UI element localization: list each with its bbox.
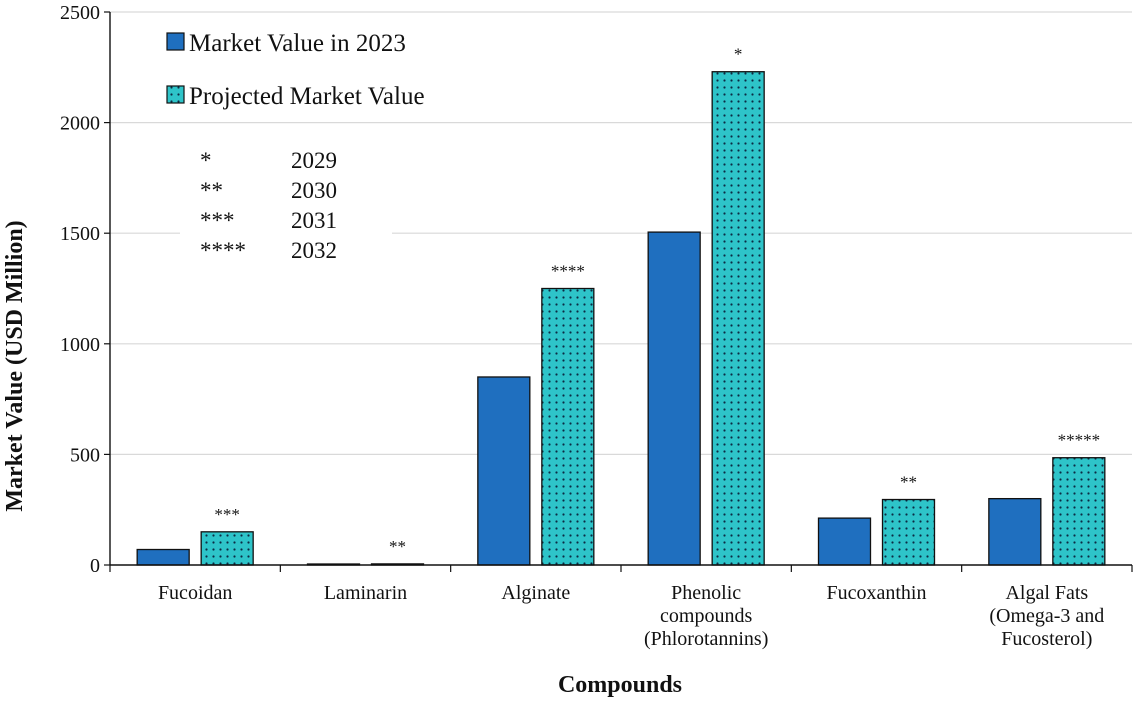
y-tick-label: 2000 [60,113,100,135]
bar-annotation: * [734,45,743,64]
bar-annotation: ***** [1058,431,1101,450]
x-category-label: Alginate [501,582,570,604]
bar-market-2023 [647,231,701,566]
y-tick-label: 1500 [60,223,100,245]
legend-label: Market Value in 2023 [189,30,406,57]
bar-market-2023 [817,517,872,566]
year-note-year: 2029 [291,148,337,173]
bar-projected [1052,457,1106,566]
bar-market-2023 [988,497,1042,566]
x-category-label: Fucoxanthin [827,582,927,604]
y-tick-label: 500 [70,444,100,466]
bar-projected [881,498,936,566]
bar-projected [541,287,595,566]
legend-swatch-2023 [166,32,185,51]
bar-annotation: ** [389,537,406,556]
x-category-label: (Omega-3 and [989,605,1104,627]
legend-swatch-projected [166,85,185,104]
bar-market-2023 [477,376,531,566]
bar-annotation: *** [214,505,240,524]
year-note-year: 2031 [291,208,337,233]
x-category-label: (Phlorotannins) [644,628,768,650]
year-notes-box [180,140,392,268]
bars [136,71,1106,566]
year-note-marker: * [200,148,212,173]
y-tick-label: 2500 [60,2,100,24]
x-category-label: Algal Fats [1005,582,1088,604]
x-category-label: Fucoidan [158,582,232,604]
x-category-label: compounds [660,605,752,627]
year-note-year: 2030 [291,178,337,203]
axes [104,11,1133,572]
year-note-marker: **** [200,238,246,263]
year-note-year: 2032 [291,238,337,263]
y-tick-label: 1000 [60,334,100,356]
x-axis-title: Compounds [558,672,682,698]
legend-label: Projected Market Value [189,83,425,110]
x-category-label: Phenolic [671,582,741,604]
bar-annotation: ** [900,473,917,492]
y-tick-label: 0 [90,555,100,577]
labels: 05001000150020002500***Fucoidan**Laminar… [60,2,1104,650]
year-note-marker: ** [200,178,223,203]
x-category-label: Fucosterol) [1001,628,1092,650]
bar-projected [711,71,765,566]
bar-projected [200,531,254,566]
bar-market-2023 [136,548,190,566]
year-note-marker: *** [200,208,235,233]
x-category-label: Laminarin [324,582,407,604]
bar-annotation: **** [551,262,585,281]
year-notes: * 2029 ** 2030 *** 2031 **** 2032 [180,140,392,268]
legend: Market Value in 2023 Projected Market Val… [166,30,425,110]
y-axis-title: Market Value (USD Million) [2,220,28,511]
